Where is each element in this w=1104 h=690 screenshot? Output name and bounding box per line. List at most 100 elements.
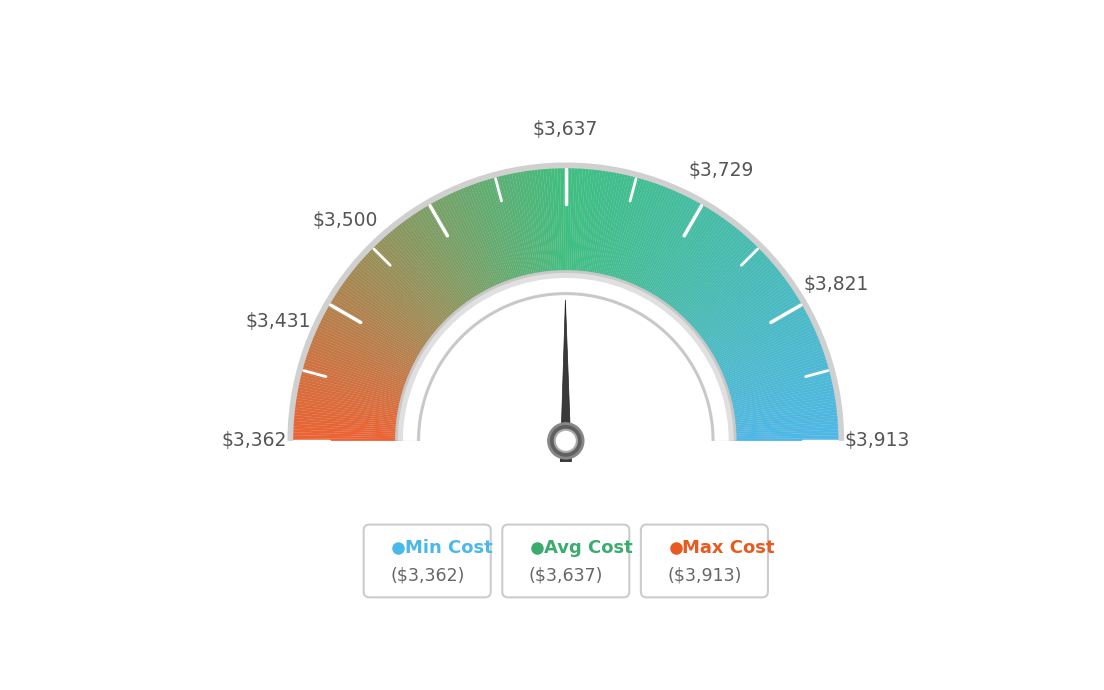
Wedge shape <box>670 237 749 324</box>
Wedge shape <box>691 276 785 347</box>
Wedge shape <box>662 226 735 318</box>
Wedge shape <box>703 310 806 366</box>
Wedge shape <box>295 413 410 426</box>
Wedge shape <box>723 435 838 440</box>
Wedge shape <box>581 170 594 285</box>
Wedge shape <box>613 181 650 291</box>
Wedge shape <box>326 310 428 366</box>
Wedge shape <box>617 184 658 293</box>
Wedge shape <box>687 267 777 342</box>
Wedge shape <box>401 222 473 316</box>
Wedge shape <box>314 335 421 382</box>
Wedge shape <box>297 390 412 413</box>
Wedge shape <box>540 169 553 284</box>
Wedge shape <box>689 272 782 344</box>
Wedge shape <box>699 297 799 359</box>
Wedge shape <box>675 244 756 328</box>
Wedge shape <box>560 168 564 284</box>
Wedge shape <box>719 382 832 408</box>
Wedge shape <box>294 426 408 434</box>
Wedge shape <box>501 175 530 288</box>
Wedge shape <box>690 274 783 346</box>
Wedge shape <box>654 215 721 312</box>
Text: ($3,637): ($3,637) <box>529 567 603 585</box>
Wedge shape <box>641 202 700 304</box>
Wedge shape <box>474 184 514 293</box>
Wedge shape <box>718 371 830 402</box>
Wedge shape <box>304 362 415 397</box>
Wedge shape <box>715 359 827 395</box>
Wedge shape <box>470 184 512 294</box>
Wedge shape <box>298 387 412 411</box>
Wedge shape <box>665 229 740 320</box>
Wedge shape <box>686 265 776 341</box>
Wedge shape <box>300 379 413 406</box>
Wedge shape <box>628 190 677 297</box>
Text: Max Cost: Max Cost <box>682 539 775 557</box>
Wedge shape <box>408 284 723 441</box>
Wedge shape <box>520 172 541 286</box>
Wedge shape <box>350 272 443 344</box>
Text: Avg Cost: Avg Cost <box>544 539 633 557</box>
Wedge shape <box>684 263 774 339</box>
Wedge shape <box>567 168 572 284</box>
Wedge shape <box>422 208 485 307</box>
Wedge shape <box>413 214 479 311</box>
Wedge shape <box>572 168 580 284</box>
FancyBboxPatch shape <box>641 524 768 598</box>
Wedge shape <box>332 297 433 359</box>
Wedge shape <box>714 351 825 391</box>
Wedge shape <box>716 362 828 397</box>
Wedge shape <box>318 325 424 375</box>
Wedge shape <box>683 261 772 338</box>
Wedge shape <box>643 204 702 305</box>
Wedge shape <box>704 312 807 368</box>
Wedge shape <box>682 259 771 337</box>
Wedge shape <box>388 233 465 322</box>
Wedge shape <box>445 195 498 300</box>
Wedge shape <box>368 252 453 333</box>
Wedge shape <box>598 175 625 288</box>
Wedge shape <box>379 240 459 326</box>
Wedge shape <box>331 299 432 361</box>
Wedge shape <box>534 170 550 285</box>
Wedge shape <box>720 387 834 411</box>
Wedge shape <box>417 210 481 309</box>
Wedge shape <box>702 304 804 364</box>
Wedge shape <box>716 365 828 399</box>
Wedge shape <box>308 348 418 389</box>
Wedge shape <box>485 180 520 291</box>
Wedge shape <box>543 169 554 284</box>
Wedge shape <box>427 205 487 306</box>
Wedge shape <box>306 357 416 394</box>
Wedge shape <box>620 186 664 294</box>
Wedge shape <box>509 174 534 287</box>
Wedge shape <box>503 175 531 288</box>
Text: $3,729: $3,729 <box>689 161 754 180</box>
Wedge shape <box>648 209 712 308</box>
Wedge shape <box>597 174 623 287</box>
Wedge shape <box>679 252 764 333</box>
Wedge shape <box>294 424 408 433</box>
Wedge shape <box>312 338 421 383</box>
Wedge shape <box>722 415 838 428</box>
Wedge shape <box>619 184 661 294</box>
Wedge shape <box>709 327 815 377</box>
Wedge shape <box>587 171 606 286</box>
Wedge shape <box>721 395 835 416</box>
Wedge shape <box>381 238 460 325</box>
Wedge shape <box>460 188 507 296</box>
Wedge shape <box>680 254 766 335</box>
Wedge shape <box>518 172 540 286</box>
Wedge shape <box>718 368 829 400</box>
Wedge shape <box>490 178 523 290</box>
Wedge shape <box>592 172 614 286</box>
Wedge shape <box>392 229 467 320</box>
Wedge shape <box>647 208 710 307</box>
Wedge shape <box>605 177 636 289</box>
Wedge shape <box>585 170 603 285</box>
Wedge shape <box>342 283 438 351</box>
Wedge shape <box>323 315 426 370</box>
Circle shape <box>554 430 577 452</box>
Circle shape <box>549 424 583 458</box>
